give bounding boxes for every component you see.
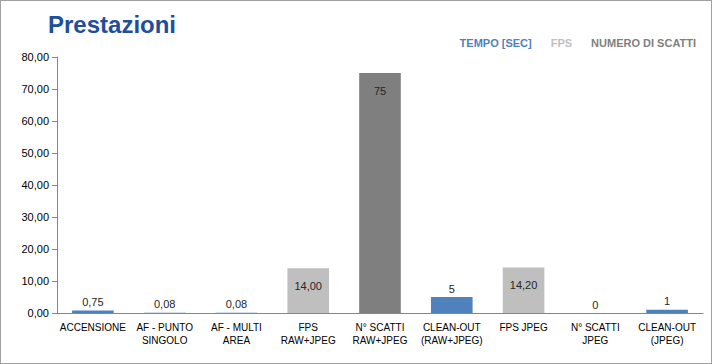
svg-text:CLEAN-OUT: CLEAN-OUT [638,322,696,333]
svg-text:30,00: 30,00 [21,211,49,223]
svg-text:FPS JPEG: FPS JPEG [499,322,548,333]
svg-text:FPS: FPS [298,322,318,333]
svg-text:70,00: 70,00 [21,83,49,95]
svg-text:14,20: 14,20 [510,279,538,291]
svg-text:AF - PUNTO: AF - PUNTO [136,322,193,333]
svg-text:10,00: 10,00 [21,275,49,287]
svg-text:20,00: 20,00 [21,243,49,255]
svg-text:(JPEG): (JPEG) [651,335,684,346]
svg-text:0,08: 0,08 [226,298,247,310]
svg-text:N° SCATTI: N° SCATTI [356,322,405,333]
svg-text:0,08: 0,08 [154,298,175,310]
svg-text:5: 5 [449,283,455,295]
svg-text:RAW+JPEG: RAW+JPEG [353,335,408,346]
svg-text:60,00: 60,00 [21,115,49,127]
svg-text:80,00: 80,00 [21,51,49,63]
svg-text:SINGOLO: SINGOLO [142,335,188,346]
svg-text:CLEAN-OUT: CLEAN-OUT [423,322,481,333]
svg-text:40,00: 40,00 [21,179,49,191]
svg-text:Prestazioni: Prestazioni [48,11,176,38]
svg-text:ACCENSIONE: ACCENSIONE [60,322,126,333]
svg-text:FPS: FPS [551,37,572,49]
svg-text:75: 75 [374,85,386,97]
svg-text:AF - MULTI: AF - MULTI [211,322,262,333]
svg-text:NUMERO DI SCATTI: NUMERO DI SCATTI [591,37,696,49]
svg-text:14,00: 14,00 [294,280,322,292]
svg-text:N° SCATTI: N° SCATTI [571,322,620,333]
svg-text:0,75: 0,75 [82,296,103,308]
svg-text:0,00: 0,00 [28,307,49,319]
svg-text:50,00: 50,00 [21,147,49,159]
svg-text:1: 1 [664,295,670,307]
svg-text:AREA: AREA [223,335,251,346]
svg-text:TEMPO [SEC]: TEMPO [SEC] [460,37,532,49]
svg-text:0: 0 [592,299,598,311]
svg-text:RAW+JPEG: RAW+JPEG [281,335,336,346]
svg-text:(RAW+JPEG): (RAW+JPEG) [421,335,483,346]
svg-text:JPEG: JPEG [582,335,608,346]
